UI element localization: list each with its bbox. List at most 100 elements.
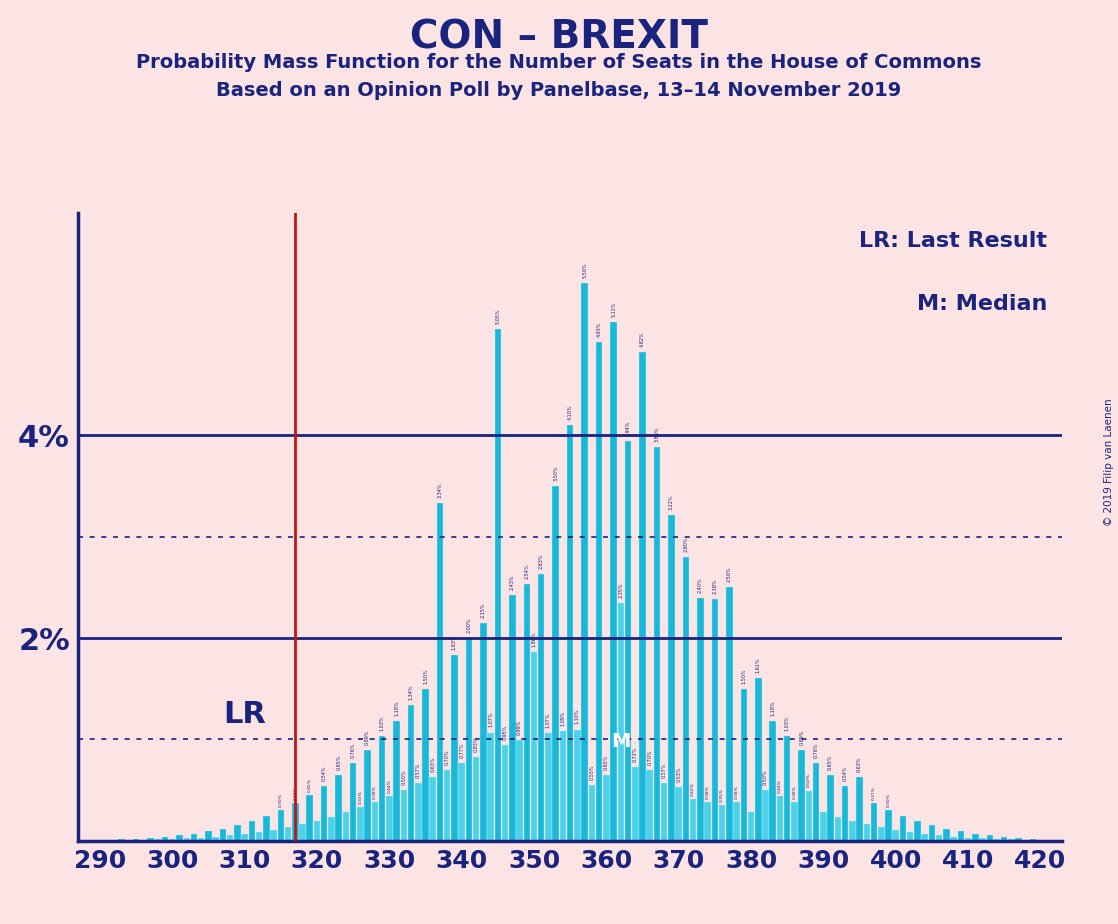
Bar: [271, 830, 277, 841]
Bar: [177, 835, 182, 841]
Bar: [950, 836, 957, 841]
Bar: [733, 802, 740, 841]
Text: 1.61%: 1.61%: [756, 658, 760, 673]
Bar: [546, 733, 551, 841]
Bar: [878, 827, 884, 841]
Text: M: M: [612, 732, 631, 750]
Bar: [509, 595, 515, 841]
Text: 1.03%: 1.03%: [380, 716, 385, 731]
Bar: [343, 812, 349, 841]
Bar: [429, 776, 436, 841]
Text: 2.35%: 2.35%: [618, 582, 624, 598]
Text: LR: Last Result: LR: Last Result: [860, 231, 1048, 251]
Text: © 2019 Filip van Laenen: © 2019 Filip van Laenen: [1103, 398, 1114, 526]
Bar: [350, 763, 357, 841]
Bar: [698, 598, 703, 841]
Text: 3.94%: 3.94%: [626, 420, 631, 436]
Bar: [957, 832, 964, 841]
Bar: [972, 833, 978, 841]
Bar: [169, 839, 176, 841]
Bar: [986, 835, 993, 841]
Bar: [248, 821, 255, 841]
Bar: [321, 785, 328, 841]
Text: 0.50%: 0.50%: [401, 770, 406, 784]
Bar: [473, 757, 480, 841]
Text: 2.15%: 2.15%: [481, 602, 486, 617]
Text: 0.54%: 0.54%: [843, 765, 847, 781]
Bar: [661, 784, 667, 841]
Text: 1.09%: 1.09%: [560, 711, 566, 725]
Bar: [1038, 840, 1044, 841]
Bar: [466, 638, 472, 841]
Bar: [575, 730, 580, 841]
Bar: [892, 830, 899, 841]
Bar: [871, 803, 878, 841]
Text: 0.42%: 0.42%: [691, 782, 695, 796]
Bar: [502, 745, 509, 841]
Bar: [104, 840, 111, 841]
Bar: [494, 329, 501, 841]
Bar: [821, 812, 826, 841]
Text: 0.38%: 0.38%: [793, 785, 796, 799]
Bar: [386, 796, 392, 841]
Bar: [183, 838, 190, 841]
Bar: [827, 775, 834, 841]
Text: 0.44%: 0.44%: [778, 779, 781, 793]
Text: 2.80%: 2.80%: [683, 537, 689, 553]
Bar: [364, 750, 371, 841]
Text: 1.18%: 1.18%: [394, 700, 399, 716]
Bar: [371, 802, 378, 841]
Bar: [552, 486, 559, 841]
Text: 5.12%: 5.12%: [612, 301, 616, 317]
Text: 1.10%: 1.10%: [575, 709, 580, 724]
Bar: [863, 824, 870, 841]
Bar: [596, 342, 603, 841]
Text: 2.54%: 2.54%: [524, 563, 529, 578]
Bar: [357, 808, 363, 841]
Bar: [603, 774, 609, 841]
Text: 0.77%: 0.77%: [459, 743, 464, 758]
Bar: [675, 786, 682, 841]
Text: 0.33%: 0.33%: [359, 791, 362, 804]
Text: Probability Mass Function for the Number of Seats in the House of Commons: Probability Mass Function for the Number…: [136, 53, 982, 72]
Bar: [1008, 839, 1015, 841]
Text: 2.40%: 2.40%: [698, 578, 703, 593]
Bar: [994, 839, 1001, 841]
Bar: [227, 835, 234, 841]
Bar: [856, 777, 863, 841]
Bar: [408, 705, 415, 841]
Bar: [784, 736, 790, 841]
Text: 0.63%: 0.63%: [858, 756, 862, 772]
Bar: [762, 790, 769, 841]
Bar: [140, 840, 146, 841]
Bar: [806, 791, 812, 841]
Bar: [314, 821, 320, 841]
Bar: [517, 740, 523, 841]
Bar: [1030, 839, 1036, 841]
Text: 0.70%: 0.70%: [445, 749, 449, 765]
Text: 0.70%: 0.70%: [647, 749, 652, 765]
Text: 0.44%: 0.44%: [387, 779, 391, 793]
Text: 0.38%: 0.38%: [735, 785, 739, 799]
Bar: [712, 599, 718, 841]
Bar: [683, 557, 689, 841]
Bar: [798, 750, 805, 841]
Bar: [452, 655, 457, 841]
Bar: [148, 838, 154, 841]
Bar: [979, 838, 986, 841]
Bar: [292, 803, 299, 841]
Text: LR: LR: [224, 699, 266, 729]
Text: 0.45%: 0.45%: [307, 778, 312, 792]
Bar: [885, 810, 892, 841]
Text: 1.03%: 1.03%: [785, 716, 789, 731]
Text: 0.89%: 0.89%: [366, 730, 370, 746]
Bar: [625, 441, 632, 841]
Text: 0.65%: 0.65%: [828, 755, 833, 770]
Bar: [206, 832, 211, 841]
Text: 0.63%: 0.63%: [430, 756, 435, 772]
Text: 1.50%: 1.50%: [741, 668, 747, 684]
Bar: [740, 688, 747, 841]
Bar: [704, 802, 711, 841]
Bar: [1023, 840, 1030, 841]
Text: 4.93%: 4.93%: [597, 322, 601, 336]
